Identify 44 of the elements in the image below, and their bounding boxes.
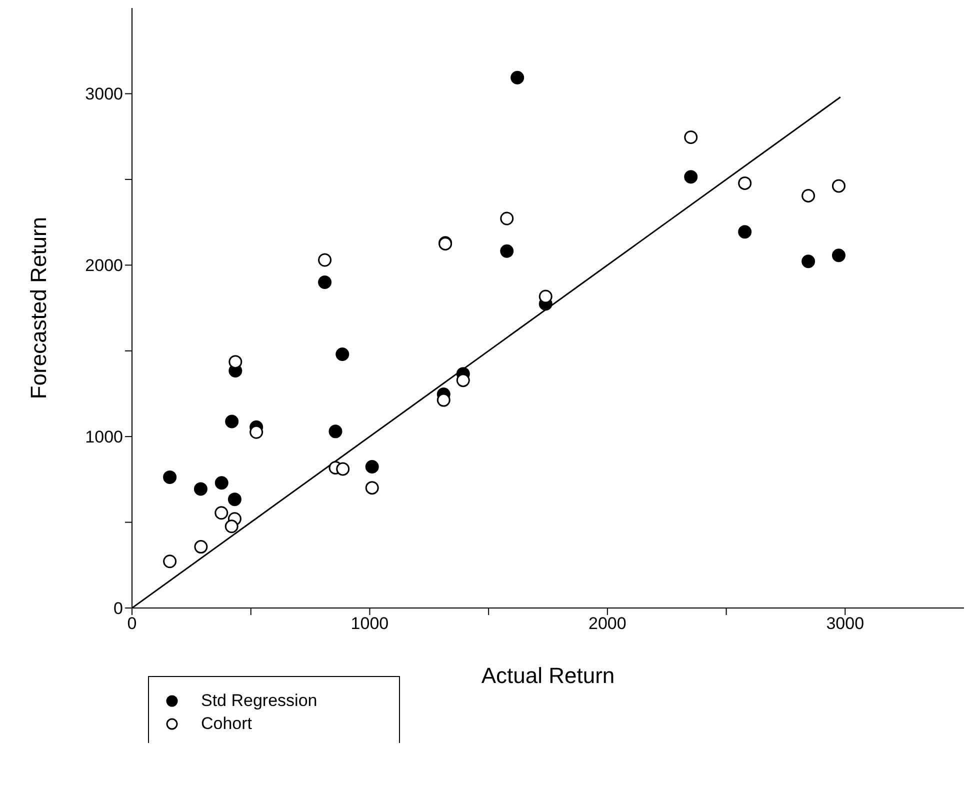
- point: [500, 212, 514, 226]
- point: [738, 225, 752, 239]
- point: [832, 248, 846, 262]
- point: [436, 393, 450, 407]
- point: [194, 482, 208, 496]
- point: [163, 470, 177, 484]
- legend-label: Cohort: [201, 714, 252, 734]
- point: [684, 170, 698, 184]
- point: [500, 244, 514, 258]
- x-tick-label: 2000: [588, 614, 626, 634]
- y-tick-label: 0: [114, 599, 123, 618]
- point: [328, 424, 342, 438]
- legend-label: Std Regression: [201, 690, 318, 710]
- point: [802, 254, 816, 268]
- x-tick-label: 0: [127, 614, 137, 634]
- point: [832, 179, 846, 193]
- point: [318, 276, 332, 290]
- point: [194, 540, 208, 554]
- y-tick-label: 2000: [85, 256, 123, 276]
- point: [250, 425, 264, 439]
- y-tick-label: 3000: [85, 84, 123, 104]
- point: [336, 462, 350, 476]
- point: [365, 481, 379, 495]
- point: [802, 188, 816, 202]
- point: [738, 176, 752, 190]
- x-axis-title: Actual Return: [481, 663, 615, 688]
- point: [214, 476, 228, 490]
- x-tick-label: 3000: [826, 614, 864, 634]
- point: [228, 492, 242, 506]
- point: [510, 70, 524, 84]
- point: [365, 460, 379, 474]
- point: [228, 355, 242, 369]
- point: [224, 520, 238, 534]
- x-tick-label: 1000: [350, 614, 389, 634]
- y-tick-label: 1000: [85, 428, 123, 447]
- point: [225, 414, 239, 428]
- point: [214, 506, 228, 520]
- point: [336, 348, 350, 362]
- point: [684, 130, 698, 144]
- point: [538, 290, 552, 304]
- point: [456, 374, 470, 388]
- point: [163, 554, 177, 568]
- y-axis-title: Forecasted Return: [26, 216, 51, 400]
- point: [318, 253, 332, 267]
